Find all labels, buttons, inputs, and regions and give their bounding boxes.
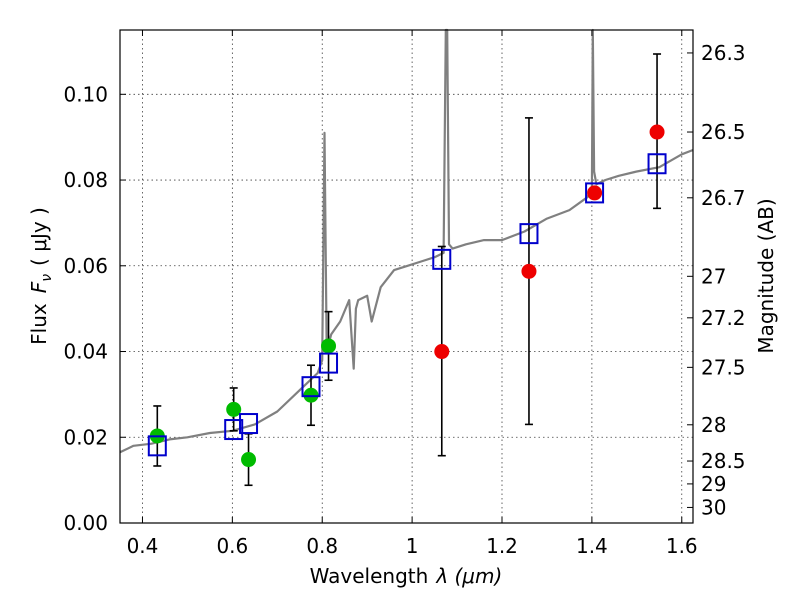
mag-tick-label: 30	[701, 495, 726, 519]
model-photometry-square	[224, 419, 244, 441]
red-data-point	[587, 185, 603, 201]
mag-tick-label: 27	[701, 264, 726, 288]
x-tick-label: 1	[406, 534, 419, 558]
x-axis-label-text: Wavelength	[310, 564, 429, 588]
right-axis-label: Magnitude (AB)	[754, 198, 778, 353]
model-photometry-square	[519, 223, 539, 245]
x-tick-label: 0.8	[306, 534, 338, 558]
y-tick-label: 0.04	[63, 340, 108, 364]
model-spectrum-line	[119, 28, 694, 454]
x-tick-label: 1.4	[576, 534, 608, 558]
green-data-point	[321, 338, 337, 354]
model-photometry-square	[585, 182, 605, 204]
x-tick-label: 0.4	[127, 534, 159, 558]
plot-layer	[119, 28, 694, 487]
red-data-point	[521, 263, 537, 279]
tick-layer: 0.4 0.6 0.8 1 1.2 1.4 1.6 0.00 0.02 0.04 0.06 0.08 0…	[63, 30, 746, 558]
y-tick-label: 0.08	[63, 168, 108, 192]
model-photometry-square	[147, 435, 167, 457]
y-tick-label: 0.06	[63, 254, 108, 278]
mag-tick-label: 29	[701, 472, 726, 496]
y-tick-label: 0.02	[63, 425, 108, 449]
green-data-point	[241, 452, 257, 468]
y-tick-label: 0.00	[63, 511, 108, 535]
x-tick-label: 0.6	[216, 534, 248, 558]
mag-tick-label: 28	[701, 413, 726, 437]
red-data-point	[649, 124, 665, 140]
model-photometry-square	[319, 352, 339, 374]
y-axis-label-text: Flux	[27, 303, 51, 345]
x-axis-label-math: λ (μm)	[435, 564, 502, 588]
model-photometry-square	[239, 413, 259, 435]
green-data-point	[226, 401, 242, 417]
y-axis-label: Flux Fν ( μJy )	[27, 207, 55, 345]
y-tick-label: 0.10	[63, 82, 108, 106]
mag-tick-label: 27.5	[701, 355, 746, 379]
red-data-point	[434, 344, 450, 360]
x-tick-label: 1.2	[486, 534, 518, 558]
model-photometry-square	[647, 153, 667, 175]
grid-layer	[120, 30, 693, 524]
model-photometry-square	[301, 376, 321, 398]
y-axis-label-symbol: F	[27, 281, 51, 293]
mag-tick-label: 26.3	[701, 41, 746, 65]
x-tick-label: 1.6	[666, 534, 698, 558]
plot-frame	[119, 29, 694, 524]
y-axis-label-unit: ( μJy )	[27, 207, 51, 266]
y-axis-label-subscript: ν	[39, 274, 55, 282]
mag-tick-label: 28.5	[701, 449, 746, 473]
mag-tick-label: 26.7	[701, 186, 746, 210]
model-photometry-square	[432, 248, 452, 270]
x-axis-label: Wavelength λ (μm)	[310, 564, 503, 588]
mag-tick-label: 26.5	[701, 120, 746, 144]
mag-tick-label: 27.2	[701, 306, 746, 330]
